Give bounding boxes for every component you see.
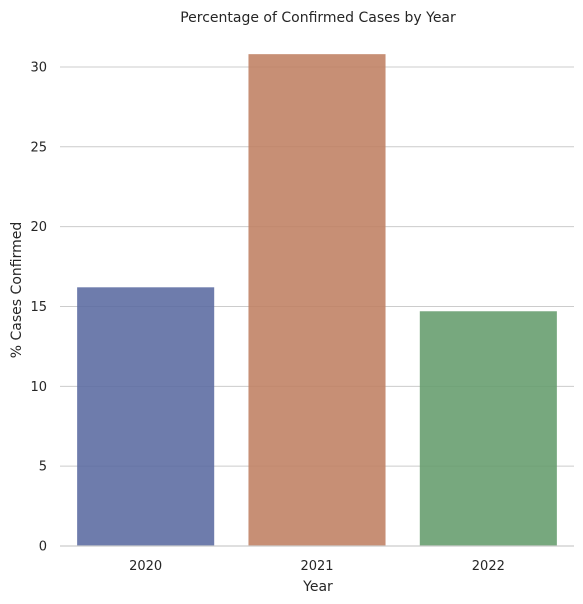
x-tick-label: 2020 [129, 559, 162, 574]
y-tick-labels: 0 5 10 15 20 25 30 [30, 60, 47, 554]
y-tick-label: 20 [30, 220, 47, 235]
x-tick-label: 2021 [300, 559, 333, 574]
x-tick-labels: 2020 2021 2022 [129, 559, 505, 574]
y-tick-label: 15 [30, 300, 47, 315]
x-axis-label: Year [302, 579, 333, 595]
y-tick-label: 5 [39, 460, 47, 475]
bar-2021 [248, 54, 386, 546]
y-tick-label: 25 [30, 140, 47, 155]
y-axis-label: % Cases Confirmed [9, 222, 25, 358]
y-tick-label: 0 [39, 540, 47, 555]
x-tick-label: 2022 [472, 559, 505, 574]
bars [77, 54, 557, 546]
bar-2020 [77, 287, 215, 546]
y-tick-label: 10 [30, 380, 47, 395]
y-tick-label: 30 [30, 60, 47, 75]
bar-2022 [419, 311, 557, 546]
chart-title: Percentage of Confirmed Cases by Year [180, 10, 456, 26]
